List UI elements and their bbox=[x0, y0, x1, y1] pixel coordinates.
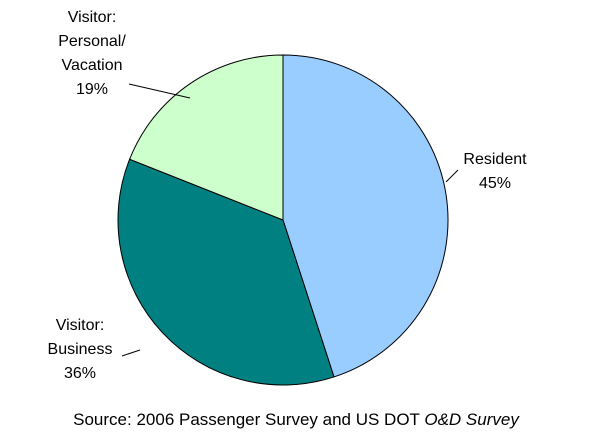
pie-slice bbox=[128, 54, 284, 221]
slice-label: Visitor: Personal/ Vacation 19% bbox=[30, 6, 154, 102]
source: Source: 2006 Passenger Survey and US DOT… bbox=[0, 410, 592, 430]
value-label: 36% bbox=[63, 365, 97, 382]
source-italic: O&D Survey bbox=[424, 410, 519, 429]
source-text: Source: 2006 Passenger Survey and US DOT bbox=[73, 410, 420, 429]
category-label: Visitor: Business bbox=[47, 317, 113, 358]
category-label: Visitor: Personal/ Vacation bbox=[58, 9, 126, 74]
slice-label: Resident 45% bbox=[440, 148, 550, 196]
leader-line bbox=[128, 83, 191, 99]
leader-line bbox=[121, 349, 141, 357]
pie-slice bbox=[282, 54, 449, 378]
category-label: Resident bbox=[463, 151, 527, 168]
leader-line bbox=[445, 169, 459, 183]
slice-label: Visitor: Business 36% bbox=[20, 314, 140, 386]
pie-slice bbox=[117, 158, 335, 386]
value-label: 19% bbox=[75, 81, 109, 98]
value-label: 45% bbox=[478, 175, 512, 192]
